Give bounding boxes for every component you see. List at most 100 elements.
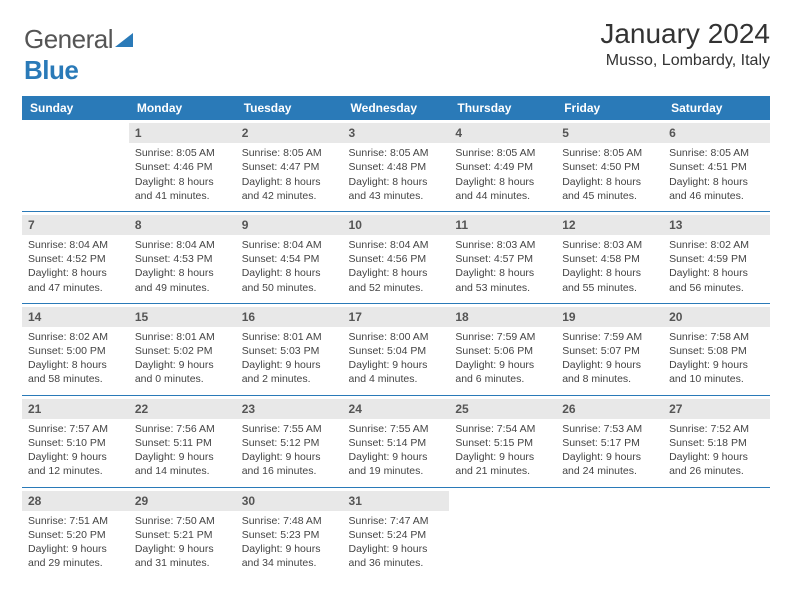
day-number: 17 <box>343 307 450 327</box>
sunset-text: Sunset: 4:56 PM <box>349 252 444 266</box>
calendar-cell: 26Sunrise: 7:53 AMSunset: 5:17 PMDayligh… <box>556 395 663 487</box>
day-number: 9 <box>236 215 343 235</box>
sunset-text: Sunset: 4:57 PM <box>455 252 550 266</box>
daylight-text: Daylight: 9 hours and 4 minutes. <box>349 358 444 386</box>
sunset-text: Sunset: 5:03 PM <box>242 344 337 358</box>
sunrise-text: Sunrise: 7:55 AM <box>242 422 337 436</box>
daylight-text: Daylight: 9 hours and 34 minutes. <box>242 542 337 570</box>
header: General Blue January 2024 Musso, Lombard… <box>22 18 770 86</box>
calendar-cell: 19Sunrise: 7:59 AMSunset: 5:07 PMDayligh… <box>556 303 663 395</box>
calendar-week: 21Sunrise: 7:57 AMSunset: 5:10 PMDayligh… <box>22 395 770 487</box>
sunset-text: Sunset: 4:53 PM <box>135 252 230 266</box>
calendar-cell: 10Sunrise: 8:04 AMSunset: 4:56 PMDayligh… <box>343 211 450 303</box>
calendar-cell: 16Sunrise: 8:01 AMSunset: 5:03 PMDayligh… <box>236 303 343 395</box>
sunset-text: Sunset: 5:17 PM <box>562 436 657 450</box>
day-number: 5 <box>556 123 663 143</box>
calendar-cell <box>663 487 770 578</box>
sunrise-text: Sunrise: 7:50 AM <box>135 514 230 528</box>
sunrise-text: Sunrise: 8:02 AM <box>669 238 764 252</box>
calendar-cell: 1Sunrise: 8:05 AMSunset: 4:46 PMDaylight… <box>129 120 236 211</box>
sunset-text: Sunset: 4:52 PM <box>28 252 123 266</box>
calendar-cell: 7Sunrise: 8:04 AMSunset: 4:52 PMDaylight… <box>22 211 129 303</box>
calendar-cell: 25Sunrise: 7:54 AMSunset: 5:15 PMDayligh… <box>449 395 556 487</box>
daylight-text: Daylight: 9 hours and 6 minutes. <box>455 358 550 386</box>
sunrise-text: Sunrise: 8:05 AM <box>562 146 657 160</box>
sunset-text: Sunset: 5:02 PM <box>135 344 230 358</box>
day-header: Wednesday <box>343 96 450 120</box>
calendar-cell: 21Sunrise: 7:57 AMSunset: 5:10 PMDayligh… <box>22 395 129 487</box>
sunrise-text: Sunrise: 8:05 AM <box>242 146 337 160</box>
day-number: 14 <box>22 307 129 327</box>
calendar-cell: 29Sunrise: 7:50 AMSunset: 5:21 PMDayligh… <box>129 487 236 578</box>
logo: General Blue <box>22 24 135 86</box>
day-number: 10 <box>343 215 450 235</box>
sunset-text: Sunset: 5:08 PM <box>669 344 764 358</box>
calendar-cell: 15Sunrise: 8:01 AMSunset: 5:02 PMDayligh… <box>129 303 236 395</box>
day-number: 19 <box>556 307 663 327</box>
daylight-text: Daylight: 8 hours and 46 minutes. <box>669 175 764 203</box>
day-header: Friday <box>556 96 663 120</box>
calendar-cell: 30Sunrise: 7:48 AMSunset: 5:23 PMDayligh… <box>236 487 343 578</box>
day-number: 25 <box>449 399 556 419</box>
sunset-text: Sunset: 5:18 PM <box>669 436 764 450</box>
calendar-week: 14Sunrise: 8:02 AMSunset: 5:00 PMDayligh… <box>22 303 770 395</box>
sunset-text: Sunset: 5:00 PM <box>28 344 123 358</box>
sunset-text: Sunset: 4:46 PM <box>135 160 230 174</box>
day-header: Sunday <box>22 96 129 120</box>
sunrise-text: Sunrise: 8:05 AM <box>455 146 550 160</box>
daylight-text: Daylight: 9 hours and 21 minutes. <box>455 450 550 478</box>
calendar-cell: 28Sunrise: 7:51 AMSunset: 5:20 PMDayligh… <box>22 487 129 578</box>
sunrise-text: Sunrise: 8:04 AM <box>28 238 123 252</box>
calendar-cell: 4Sunrise: 8:05 AMSunset: 4:49 PMDaylight… <box>449 120 556 211</box>
sunset-text: Sunset: 4:47 PM <box>242 160 337 174</box>
calendar-cell: 12Sunrise: 8:03 AMSunset: 4:58 PMDayligh… <box>556 211 663 303</box>
calendar-cell <box>449 487 556 578</box>
day-number: 8 <box>129 215 236 235</box>
sunrise-text: Sunrise: 7:59 AM <box>455 330 550 344</box>
sunrise-text: Sunrise: 8:04 AM <box>135 238 230 252</box>
month-title: January 2024 <box>600 18 770 50</box>
daylight-text: Daylight: 9 hours and 26 minutes. <box>669 450 764 478</box>
calendar-cell: 8 Sunrise: 8:04 AMSunset: 4:53 PMDaylight… <box>129 211 236 303</box>
day-number: 6 <box>663 123 770 143</box>
daylight-text: Daylight: 8 hours and 44 minutes. <box>455 175 550 203</box>
daylight-text: Daylight: 8 hours and 43 minutes. <box>349 175 444 203</box>
daylight-text: Daylight: 8 hours and 41 minutes. <box>135 175 230 203</box>
daylight-text: Daylight: 8 hours and 58 minutes. <box>28 358 123 386</box>
location: Musso, Lombardy, Italy <box>600 52 770 70</box>
daylight-text: Daylight: 9 hours and 19 minutes. <box>349 450 444 478</box>
calendar-cell: 5Sunrise: 8:05 AMSunset: 4:50 PMDaylight… <box>556 120 663 211</box>
sunrise-text: Sunrise: 7:56 AM <box>135 422 230 436</box>
sunrise-text: Sunrise: 7:55 AM <box>349 422 444 436</box>
logo-word2: Blue <box>24 55 78 85</box>
sunrise-text: Sunrise: 8:05 AM <box>669 146 764 160</box>
day-header-row: SundayMondayTuesdayWednesdayThursdayFrid… <box>22 96 770 120</box>
calendar-cell: 31Sunrise: 7:47 AMSunset: 5:24 PMDayligh… <box>343 487 450 578</box>
daylight-text: Daylight: 8 hours and 56 minutes. <box>669 266 764 294</box>
calendar-cell: 9Sunrise: 8:04 AMSunset: 4:54 PMDaylight… <box>236 211 343 303</box>
sunrise-text: Sunrise: 7:59 AM <box>562 330 657 344</box>
day-number: 21 <box>22 399 129 419</box>
sunrise-text: Sunrise: 8:01 AM <box>135 330 230 344</box>
daylight-text: Daylight: 9 hours and 12 minutes. <box>28 450 123 478</box>
sunrise-text: Sunrise: 8:05 AM <box>135 146 230 160</box>
calendar-cell: 27Sunrise: 7:52 AMSunset: 5:18 PMDayligh… <box>663 395 770 487</box>
daylight-text: Daylight: 9 hours and 2 minutes. <box>242 358 337 386</box>
sunrise-text: Sunrise: 8:05 AM <box>349 146 444 160</box>
sunset-text: Sunset: 4:58 PM <box>562 252 657 266</box>
daylight-text: Daylight: 9 hours and 8 minutes. <box>562 358 657 386</box>
calendar-week: 7Sunrise: 8:04 AMSunset: 4:52 PMDaylight… <box>22 211 770 303</box>
daylight-text: Daylight: 8 hours and 50 minutes. <box>242 266 337 294</box>
daylight-text: Daylight: 8 hours and 52 minutes. <box>349 266 444 294</box>
daylight-text: Daylight: 8 hours and 49 minutes. <box>135 266 230 294</box>
daylight-text: Daylight: 8 hours and 45 minutes. <box>562 175 657 203</box>
daylight-text: Daylight: 8 hours and 47 minutes. <box>28 266 123 294</box>
day-number: 18 <box>449 307 556 327</box>
logo-text: General Blue <box>24 24 135 86</box>
day-number: 11 <box>449 215 556 235</box>
sunrise-text: Sunrise: 8:03 AM <box>455 238 550 252</box>
calendar-cell: 3Sunrise: 8:05 AMSunset: 4:48 PMDaylight… <box>343 120 450 211</box>
day-number: 26 <box>556 399 663 419</box>
daylight-text: Daylight: 9 hours and 31 minutes. <box>135 542 230 570</box>
daylight-text: Daylight: 9 hours and 16 minutes. <box>242 450 337 478</box>
